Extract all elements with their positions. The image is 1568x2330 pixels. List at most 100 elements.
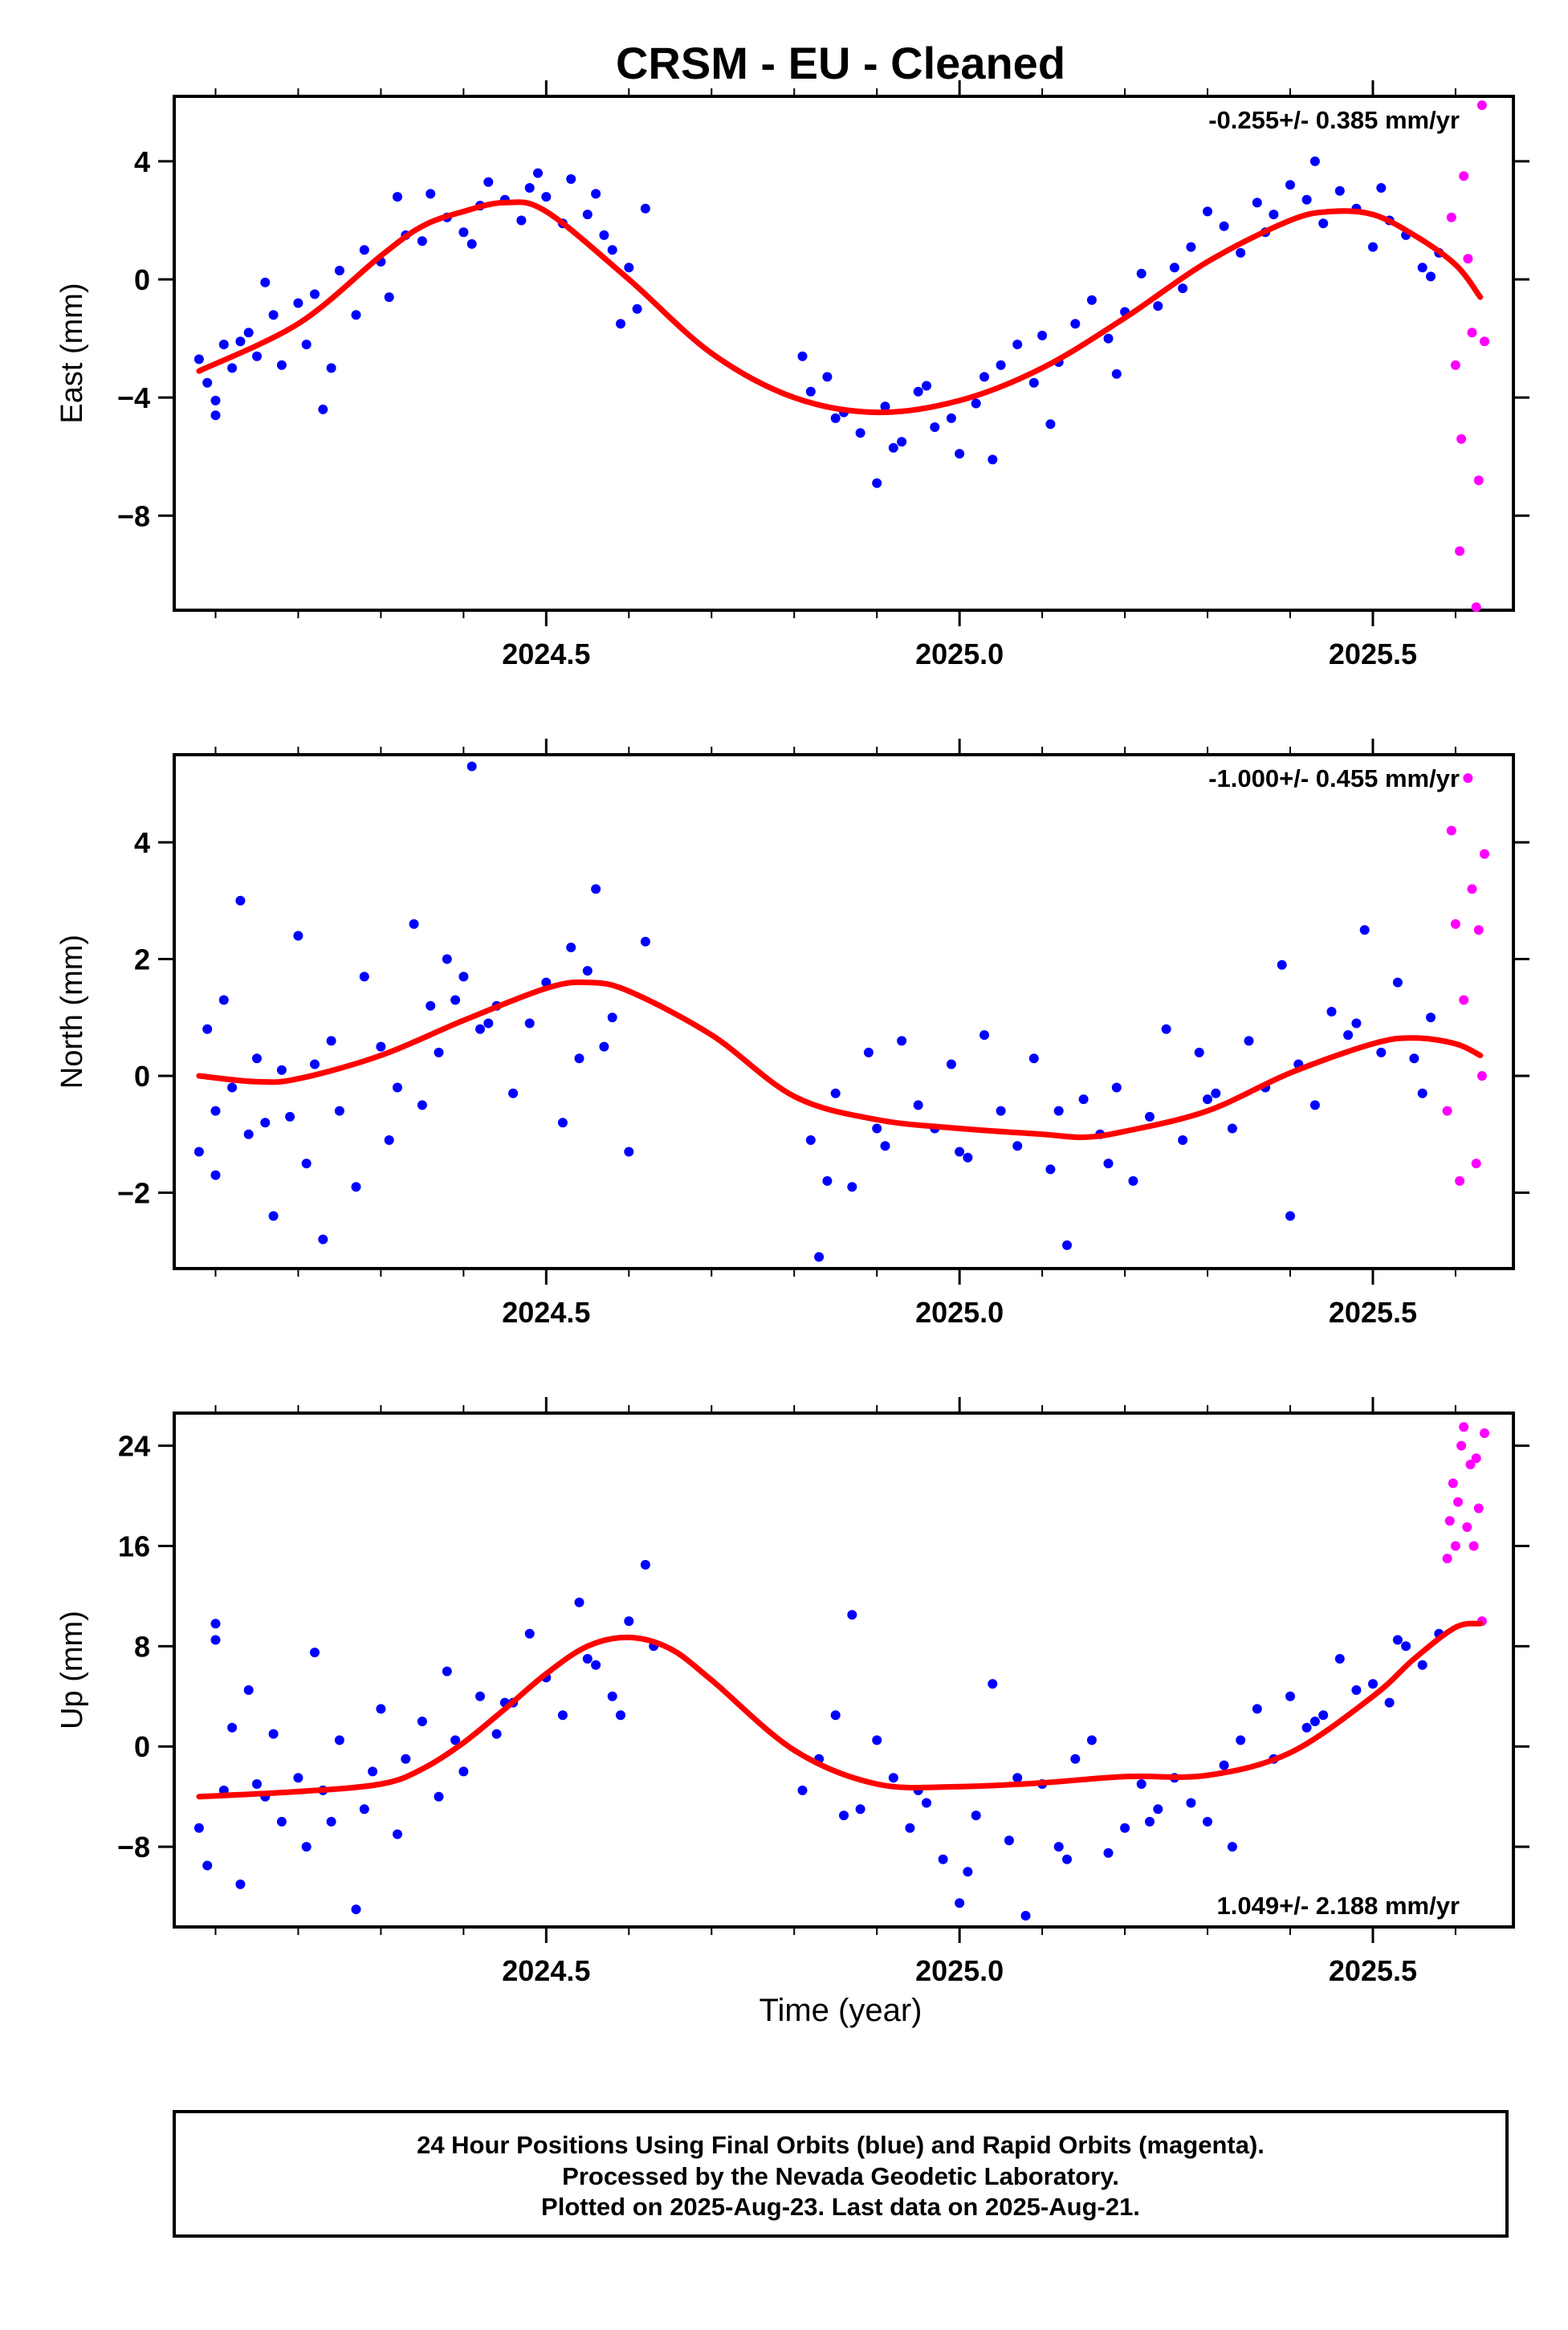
final-orbit-point xyxy=(326,1036,336,1046)
final-orbit-point xyxy=(1211,1088,1221,1098)
rapid-orbit-point xyxy=(1462,1522,1472,1532)
final-orbit-point xyxy=(591,1660,601,1670)
final-orbit-point xyxy=(434,1791,444,1802)
y-tick-label: 0 xyxy=(134,263,150,296)
east-axis-label: East (mm) xyxy=(55,283,89,423)
final-orbit-point xyxy=(1086,295,1097,305)
final-orbit-point xyxy=(979,1030,989,1041)
final-orbit-point xyxy=(227,1722,238,1733)
final-orbit-point xyxy=(1145,1816,1155,1827)
final-orbit-point xyxy=(193,1823,204,1833)
final-orbit-point xyxy=(1309,156,1320,166)
final-orbit-point xyxy=(1301,1722,1312,1733)
rapid-orbit-point xyxy=(1463,773,1473,784)
final-orbit-point xyxy=(996,360,1006,370)
final-orbit-point xyxy=(640,203,650,214)
final-orbit-point xyxy=(847,1182,857,1192)
final-orbit-point xyxy=(1309,1717,1320,1726)
final-orbit-point xyxy=(797,351,808,361)
final-orbit-point xyxy=(202,1860,213,1871)
final-orbit-point xyxy=(334,1735,344,1745)
final-orbit-point xyxy=(301,340,312,349)
final-orbit-point xyxy=(897,1036,907,1046)
rapid-orbit-point xyxy=(1476,1071,1487,1081)
final-orbit-point xyxy=(872,478,882,488)
final-orbit-point xyxy=(293,931,303,941)
final-orbit-point xyxy=(252,1053,262,1064)
rapid-orbit-point xyxy=(1450,919,1460,929)
final-orbit-point xyxy=(508,1088,519,1098)
final-orbit-point xyxy=(268,1729,279,1739)
final-orbit-point xyxy=(599,230,609,240)
final-orbit-point xyxy=(830,413,841,423)
final-orbit-point xyxy=(252,351,262,361)
rapid-orbit-point xyxy=(1471,1453,1481,1464)
final-orbit-point xyxy=(1178,283,1188,294)
final-orbit-point xyxy=(872,1123,882,1134)
final-orbit-point xyxy=(1203,1094,1212,1105)
final-orbit-point xyxy=(1053,1106,1064,1116)
final-orbit-point xyxy=(624,263,634,273)
final-orbit-point xyxy=(1426,1012,1436,1023)
x-tick-label: 2025.0 xyxy=(915,1954,1004,1987)
final-orbit-point xyxy=(417,236,427,246)
footer-line-3: Plotted on 2025-Aug-23. Last data on 202… xyxy=(541,2193,1140,2221)
y-tick-label: 2 xyxy=(134,943,150,976)
final-orbit-point xyxy=(1178,1135,1188,1145)
final-orbit-point xyxy=(1351,1018,1362,1029)
up-fit-curve xyxy=(196,1620,1484,1800)
east-rate-label: -0.255+/- 0.385 mm/yr xyxy=(1208,106,1460,134)
final-orbit-point xyxy=(475,1691,485,1701)
east-frame xyxy=(173,95,1515,612)
final-orbit-point xyxy=(359,1804,369,1815)
final-orbit-point xyxy=(640,1559,650,1570)
final-orbit-point xyxy=(805,386,816,397)
final-orbit-point xyxy=(1012,1141,1023,1151)
final-orbit-point xyxy=(243,1685,254,1695)
final-orbit-point xyxy=(996,1106,1006,1116)
final-orbit-point xyxy=(1062,1240,1072,1250)
final-orbit-point xyxy=(1086,1735,1097,1745)
final-orbit-point xyxy=(210,395,221,405)
final-orbit-point xyxy=(1219,1760,1229,1770)
final-orbit-point xyxy=(955,449,965,459)
final-orbit-point xyxy=(318,404,328,414)
final-orbit-point xyxy=(285,1111,295,1122)
final-orbit-point xyxy=(524,1628,535,1639)
final-orbit-point xyxy=(1136,268,1146,279)
final-orbit-point xyxy=(218,340,229,349)
rapid-orbit-point xyxy=(1450,1541,1460,1551)
final-orbit-point xyxy=(1359,925,1370,935)
final-orbit-point xyxy=(1037,330,1048,340)
final-orbit-point xyxy=(1203,206,1212,217)
final-orbit-point xyxy=(1401,1641,1411,1652)
final-orbit-point xyxy=(955,1898,965,1908)
final-orbit-point xyxy=(872,1735,882,1745)
final-orbit-point xyxy=(814,1252,825,1262)
final-orbit-point xyxy=(607,1691,617,1701)
final-orbit-point xyxy=(450,995,461,1005)
final-orbit-point xyxy=(946,1059,956,1069)
y-tick-label: 0 xyxy=(134,1060,150,1093)
final-orbit-point xyxy=(599,1041,609,1052)
final-orbit-point xyxy=(450,1735,461,1745)
final-orbit-point xyxy=(276,360,287,370)
final-orbit-point xyxy=(582,1654,593,1664)
north-frame xyxy=(173,753,1515,1270)
final-orbit-point xyxy=(624,1616,634,1627)
rapid-orbit-point xyxy=(1463,254,1473,264)
final-orbit-point xyxy=(971,1811,981,1821)
final-orbit-point xyxy=(393,192,402,202)
final-orbit-point xyxy=(466,761,477,772)
final-orbit-point xyxy=(1153,1804,1163,1815)
final-orbit-point xyxy=(368,1766,378,1777)
final-orbit-point xyxy=(963,1152,973,1163)
final-orbit-point xyxy=(888,1773,898,1783)
final-orbit-point xyxy=(541,192,552,202)
footer-line-1: 24 Hour Positions Using Final Orbits (bl… xyxy=(417,2131,1265,2159)
final-orbit-point xyxy=(310,289,320,299)
final-orbit-point xyxy=(458,227,469,238)
footer-line-2: Processed by the Nevada Geodetic Laborat… xyxy=(562,2162,1119,2190)
rapid-orbit-point xyxy=(1480,849,1489,859)
final-orbit-point xyxy=(830,1088,841,1098)
